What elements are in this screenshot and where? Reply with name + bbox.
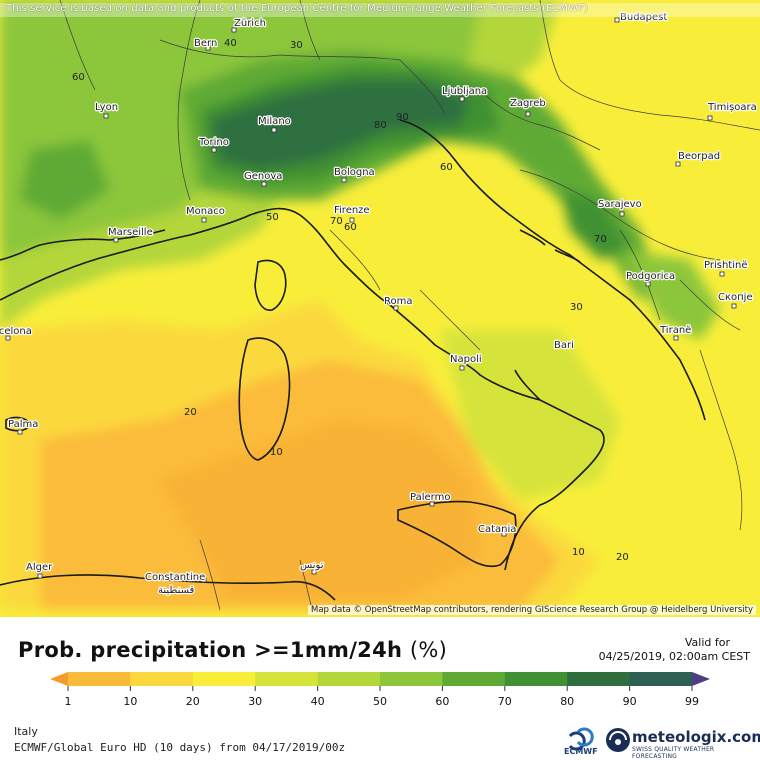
city-label-lyon: Lyon <box>95 102 118 113</box>
city-label-roma: Roma <box>384 296 413 307</box>
city-label-napoli: Napoli <box>450 354 482 365</box>
osm-credit[interactable]: Map data © OpenStreetMap contributors, r… <box>308 605 756 615</box>
city-label-milano: Milano <box>258 116 291 127</box>
contour-label: 20 <box>184 407 197 418</box>
city-label-firenze: Firenze <box>334 205 370 216</box>
city-label-sarajevo: Sarajevo <box>598 199 642 210</box>
legend-swatch <box>317 672 381 686</box>
city-label-beograd: Beorpad <box>678 151 720 162</box>
legend-swatch <box>130 672 194 686</box>
city-label-monaco: Monaco <box>186 206 225 217</box>
city-label-bari: Bari <box>554 340 574 351</box>
ecmwf-attribution-text: This service is based on data and produc… <box>6 3 589 14</box>
city-markers <box>5 17 737 583</box>
legend-tick-label: 10 <box>123 695 137 708</box>
city-label-barcelona: Barcelona <box>0 326 32 337</box>
contour-label: 30 <box>290 40 303 51</box>
city-label-constantine-ar: قسنطينة <box>158 585 195 596</box>
city-label-alger: Alger <box>26 562 53 573</box>
legend-swatch <box>255 672 319 686</box>
map-title-text: Prob. precipitation >=1mm/24h <box>18 638 403 662</box>
legend-arrow-low <box>50 672 68 686</box>
legend-swatch <box>192 672 256 686</box>
city-label-palermo: Palermo <box>410 492 450 503</box>
legend-swatch <box>504 672 568 686</box>
legend-swatch <box>380 672 443 686</box>
city-label-bologna: Bologna <box>334 167 375 178</box>
precipitation-map[interactable]: Zürich Bern Budapest Lyon Milano Ljublja… <box>0 0 760 617</box>
country-borders <box>59 0 760 611</box>
legend-bar <box>50 672 710 686</box>
city-label-podgorica: Podgorica <box>626 271 675 282</box>
city-label-prishtine: Prishtinë <box>704 260 747 271</box>
city-label-catania: Catania <box>478 524 516 535</box>
legend-tick-label: 99 <box>685 695 699 708</box>
region-name: Italy <box>14 725 38 738</box>
ecmwf-attribution-banner: This service is based on data and produc… <box>0 3 760 17</box>
legend-tick-label: 1 <box>65 695 72 708</box>
city-label-skopje: Скопје <box>718 291 753 303</box>
legend-tick-label: 20 <box>186 695 200 708</box>
ecmwf-logo-text: ECMWF <box>564 747 598 756</box>
city-labels: Zürich Bern Budapest Lyon Milano Ljublja… <box>0 11 758 597</box>
legend-tick-label: 40 <box>311 695 325 708</box>
probability-fields <box>0 0 720 610</box>
legend-tick-label: 80 <box>560 695 574 708</box>
color-legend: 1 10 20 30 40 50 60 70 80 90 99 <box>50 672 710 708</box>
city-label-ljubljana: Ljubljana <box>442 86 487 97</box>
city-label-zurich: Zürich <box>234 18 266 29</box>
map-title-unit: (%) <box>409 638 448 662</box>
model-run-info: ECMWF/Global Euro HD (10 days) from 04/1… <box>14 741 346 754</box>
valid-label: Valid for <box>684 636 730 649</box>
city-label-bern: Bern <box>194 38 217 49</box>
contour-label: 50 <box>266 212 279 223</box>
city-label-tunis-ar: تونس <box>300 560 324 571</box>
legend-ticks: 1 10 20 30 40 50 60 70 80 90 99 <box>65 686 699 708</box>
legend-tick-label: 90 <box>623 695 637 708</box>
city-label-zagreb: Zagreb <box>510 98 546 109</box>
contour-label: 10 <box>572 547 585 558</box>
legend-swatch <box>442 672 506 686</box>
contour-label: 60 <box>440 162 453 173</box>
city-label-timisoara: Timișoara <box>707 102 757 113</box>
contour-label: 90 <box>396 112 409 123</box>
ecmwf-logo-icon <box>568 727 594 751</box>
contour-label: 10 <box>270 447 283 458</box>
city-label-budapest: Budapest <box>620 12 667 23</box>
legend-tick-label: 30 <box>248 695 262 708</box>
legend-tick-label: 70 <box>498 695 512 708</box>
contour-label: 70 <box>594 234 607 245</box>
legend-arrow-high <box>692 672 710 686</box>
meteologix-brand[interactable]: meteologix.com <box>632 728 760 746</box>
coastlines <box>0 119 706 601</box>
contour-label: 20 <box>616 552 629 563</box>
city-label-torino: Torino <box>198 137 229 148</box>
contour-label: 80 <box>374 120 387 131</box>
map-title: Prob. precipitation >=1mm/24h (%) <box>18 638 447 662</box>
contour-label: 40 <box>224 38 237 49</box>
city-label-palma: Palma <box>8 419 38 430</box>
legend-swatch <box>68 672 131 686</box>
legend-swatch <box>567 672 631 686</box>
contour-label: 60 <box>344 222 357 233</box>
contour-labels: 40 30 60 80 70 60 70 50 20 10 10 20 30 9… <box>72 38 629 563</box>
legend-tick-label: 50 <box>373 695 387 708</box>
city-label-marseille: Marseille <box>108 227 153 238</box>
legend-tick-label: 60 <box>435 695 449 708</box>
valid-time: 04/25/2019, 02:00am CEST <box>598 650 750 663</box>
meteologix-tagline: SWISS QUALITY WEATHER FORECASTING <box>632 746 715 760</box>
city-label-tirane: Tiranë <box>659 325 691 336</box>
city-label-constantine: Constantine <box>145 572 205 583</box>
contour-label: 70 <box>330 216 343 227</box>
meteologix-logo-icon <box>606 728 630 752</box>
legend-swatch <box>629 672 693 686</box>
city-label-genova: Genova <box>244 171 282 182</box>
contour-label: 30 <box>570 302 583 313</box>
contour-label: 60 <box>72 72 85 83</box>
